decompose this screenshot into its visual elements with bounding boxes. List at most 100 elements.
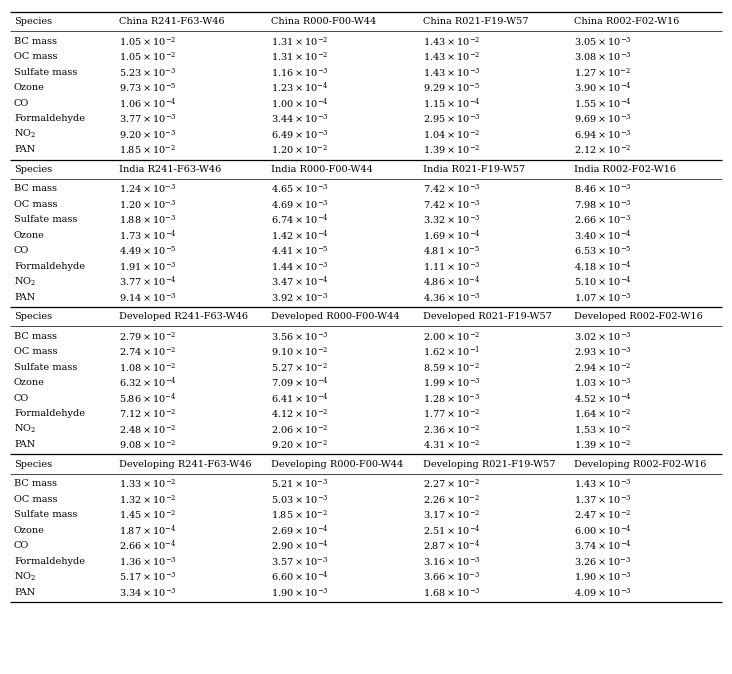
Text: $6.60 \times 10^{-4}$: $6.60 \times 10^{-4}$	[271, 570, 329, 584]
Text: $2.69 \times 10^{-4}$: $2.69 \times 10^{-4}$	[271, 523, 329, 538]
Text: $1.43 \times 10^{-2}$: $1.43 \times 10^{-2}$	[422, 35, 480, 48]
Text: Species: Species	[14, 460, 52, 468]
Text: $2.93 \times 10^{-3}$: $2.93 \times 10^{-3}$	[575, 346, 632, 358]
Text: $7.42 \times 10^{-3}$: $7.42 \times 10^{-3}$	[422, 198, 480, 210]
Text: $5.17 \times 10^{-3}$: $5.17 \times 10^{-3}$	[119, 570, 177, 583]
Text: $2.95 \times 10^{-3}$: $2.95 \times 10^{-3}$	[422, 113, 480, 125]
Text: Formaldehyde: Formaldehyde	[14, 262, 85, 271]
Text: $4.65 \times 10^{-3}$: $4.65 \times 10^{-3}$	[271, 183, 329, 195]
Text: $5.03 \times 10^{-3}$: $5.03 \times 10^{-3}$	[271, 493, 329, 506]
Text: $5.23 \times 10^{-3}$: $5.23 \times 10^{-3}$	[119, 66, 177, 79]
Text: $1.85 \times 10^{-2}$: $1.85 \times 10^{-2}$	[271, 508, 328, 521]
Text: $1.42 \times 10^{-4}$: $1.42 \times 10^{-4}$	[271, 228, 329, 243]
Text: $5.86 \times 10^{-4}$: $5.86 \times 10^{-4}$	[119, 391, 177, 406]
Text: $2.79 \times 10^{-2}$: $2.79 \times 10^{-2}$	[119, 330, 177, 342]
Text: $1.53 \times 10^{-2}$: $1.53 \times 10^{-2}$	[575, 423, 632, 435]
Text: $8.59 \times 10^{-2}$: $8.59 \times 10^{-2}$	[422, 361, 479, 373]
Text: $3.16 \times 10^{-3}$: $3.16 \times 10^{-3}$	[422, 555, 480, 568]
Text: OC mass: OC mass	[14, 347, 58, 357]
Text: BC mass: BC mass	[14, 479, 57, 488]
Text: $3.02 \times 10^{-3}$: $3.02 \times 10^{-3}$	[575, 330, 632, 342]
Text: $3.57 \times 10^{-3}$: $3.57 \times 10^{-3}$	[271, 555, 329, 568]
Text: $6.94 \times 10^{-3}$: $6.94 \times 10^{-3}$	[575, 128, 632, 141]
Text: $2.00 \times 10^{-2}$: $2.00 \times 10^{-2}$	[422, 330, 480, 342]
Text: $1.05 \times 10^{-2}$: $1.05 \times 10^{-2}$	[119, 35, 177, 48]
Text: India R241-F63-W46: India R241-F63-W46	[119, 164, 222, 174]
Text: $8.46 \times 10^{-3}$: $8.46 \times 10^{-3}$	[575, 183, 632, 195]
Text: $4.12 \times 10^{-2}$: $4.12 \times 10^{-2}$	[271, 408, 329, 420]
Text: $2.74 \times 10^{-2}$: $2.74 \times 10^{-2}$	[119, 346, 177, 358]
Text: $1.08 \times 10^{-2}$: $1.08 \times 10^{-2}$	[119, 361, 177, 373]
Text: $1.44 \times 10^{-3}$: $1.44 \times 10^{-3}$	[271, 260, 329, 272]
Text: $1.32 \times 10^{-2}$: $1.32 \times 10^{-2}$	[119, 493, 177, 506]
Text: $5.10 \times 10^{-4}$: $5.10 \times 10^{-4}$	[575, 274, 632, 289]
Text: $7.09 \times 10^{-4}$: $7.09 \times 10^{-4}$	[271, 375, 329, 390]
Text: $1.43 \times 10^{-2}$: $1.43 \times 10^{-2}$	[422, 51, 480, 63]
Text: $4.18 \times 10^{-4}$: $4.18 \times 10^{-4}$	[575, 259, 632, 274]
Text: $1.62 \times 10^{-1}$: $1.62 \times 10^{-1}$	[422, 344, 480, 359]
Text: $3.26 \times 10^{-3}$: $3.26 \times 10^{-3}$	[575, 555, 632, 568]
Text: $2.66 \times 10^{-3}$: $2.66 \times 10^{-3}$	[575, 214, 632, 226]
Text: $3.40 \times 10^{-4}$: $3.40 \times 10^{-4}$	[575, 228, 632, 243]
Text: $9.29 \times 10^{-5}$: $9.29 \times 10^{-5}$	[422, 82, 480, 94]
Text: PAN: PAN	[14, 146, 35, 154]
Text: Formaldehyde: Formaldehyde	[14, 557, 85, 565]
Text: $2.66 \times 10^{-4}$: $2.66 \times 10^{-4}$	[119, 539, 177, 553]
Text: $4.86 \times 10^{-4}$: $4.86 \times 10^{-4}$	[422, 274, 480, 289]
Text: $3.05 \times 10^{-3}$: $3.05 \times 10^{-3}$	[575, 35, 632, 48]
Text: $4.41 \times 10^{-5}$: $4.41 \times 10^{-5}$	[271, 245, 329, 257]
Text: China R021-F19-W57: China R021-F19-W57	[422, 18, 529, 26]
Text: PAN: PAN	[14, 293, 35, 302]
Text: Developed R000-F00-W44: Developed R000-F00-W44	[271, 312, 400, 321]
Text: BC mass: BC mass	[14, 37, 57, 46]
Text: $1.39 \times 10^{-2}$: $1.39 \times 10^{-2}$	[575, 439, 632, 451]
Text: $1.87 \times 10^{-4}$: $1.87 \times 10^{-4}$	[119, 523, 177, 538]
Text: $5.27 \times 10^{-2}$: $5.27 \times 10^{-2}$	[271, 361, 328, 373]
Text: $1.04 \times 10^{-2}$: $1.04 \times 10^{-2}$	[422, 128, 480, 141]
Text: $3.90 \times 10^{-4}$: $3.90 \times 10^{-4}$	[575, 80, 632, 95]
Text: Developing R021-F19-W57: Developing R021-F19-W57	[422, 460, 555, 468]
Text: $4.31 \times 10^{-2}$: $4.31 \times 10^{-2}$	[422, 439, 480, 451]
Text: $1.68 \times 10^{-3}$: $1.68 \times 10^{-3}$	[422, 586, 480, 599]
Text: $9.73 \times 10^{-5}$: $9.73 \times 10^{-5}$	[119, 82, 177, 94]
Text: $1.77 \times 10^{-2}$: $1.77 \times 10^{-2}$	[422, 408, 480, 420]
Text: $1.90 \times 10^{-3}$: $1.90 \times 10^{-3}$	[271, 586, 329, 599]
Text: $1.31 \times 10^{-2}$: $1.31 \times 10^{-2}$	[271, 51, 329, 63]
Text: $6.32 \times 10^{-4}$: $6.32 \times 10^{-4}$	[119, 375, 177, 390]
Text: $2.26 \times 10^{-2}$: $2.26 \times 10^{-2}$	[422, 493, 480, 506]
Text: $1.69 \times 10^{-4}$: $1.69 \times 10^{-4}$	[422, 228, 480, 243]
Text: $3.32 \times 10^{-3}$: $3.32 \times 10^{-3}$	[422, 214, 480, 226]
Text: China R241-F63-W46: China R241-F63-W46	[119, 18, 225, 26]
Text: OC mass: OC mass	[14, 200, 58, 209]
Text: $6.00 \times 10^{-4}$: $6.00 \times 10^{-4}$	[575, 523, 632, 538]
Text: $1.43 \times 10^{-3}$: $1.43 \times 10^{-3}$	[422, 66, 480, 79]
Text: Developing R000-F00-W44: Developing R000-F00-W44	[271, 460, 403, 468]
Text: $1.45 \times 10^{-2}$: $1.45 \times 10^{-2}$	[119, 508, 177, 521]
Text: $2.51 \times 10^{-4}$: $2.51 \times 10^{-4}$	[422, 523, 480, 538]
Text: China R002-F02-W16: China R002-F02-W16	[575, 18, 680, 26]
Text: $2.48 \times 10^{-2}$: $2.48 \times 10^{-2}$	[119, 423, 177, 435]
Text: $3.08 \times 10^{-3}$: $3.08 \times 10^{-3}$	[575, 51, 632, 63]
Text: $1.90 \times 10^{-3}$: $1.90 \times 10^{-3}$	[575, 570, 632, 583]
Text: Species: Species	[14, 164, 52, 174]
Text: $5.21 \times 10^{-3}$: $5.21 \times 10^{-3}$	[271, 477, 329, 490]
Text: CO: CO	[14, 246, 29, 255]
Text: $4.81 \times 10^{-5}$: $4.81 \times 10^{-5}$	[422, 245, 480, 257]
Text: $7.98 \times 10^{-3}$: $7.98 \times 10^{-3}$	[575, 198, 632, 210]
Text: $1.36 \times 10^{-3}$: $1.36 \times 10^{-3}$	[119, 555, 177, 568]
Text: India R021-F19-W57: India R021-F19-W57	[422, 164, 525, 174]
Text: $3.47 \times 10^{-4}$: $3.47 \times 10^{-4}$	[271, 274, 329, 289]
Text: CO: CO	[14, 99, 29, 108]
Text: $3.77 \times 10^{-4}$: $3.77 \times 10^{-4}$	[119, 274, 177, 289]
Text: Species: Species	[14, 18, 52, 26]
Text: $3.74 \times 10^{-4}$: $3.74 \times 10^{-4}$	[575, 539, 632, 553]
Text: $1.55 \times 10^{-4}$: $1.55 \times 10^{-4}$	[575, 96, 632, 111]
Text: $3.66 \times 10^{-3}$: $3.66 \times 10^{-3}$	[422, 570, 480, 583]
Text: $1.20 \times 10^{-2}$: $1.20 \times 10^{-2}$	[271, 144, 328, 156]
Text: Ozone: Ozone	[14, 526, 45, 534]
Text: NO$_2$: NO$_2$	[14, 276, 37, 288]
Text: $1.23 \times 10^{-4}$: $1.23 \times 10^{-4}$	[271, 80, 329, 95]
Text: China R000-F00-W44: China R000-F00-W44	[271, 18, 376, 26]
Text: $1.11 \times 10^{-3}$: $1.11 \times 10^{-3}$	[422, 260, 480, 272]
Text: Sulfate mass: Sulfate mass	[14, 363, 78, 372]
